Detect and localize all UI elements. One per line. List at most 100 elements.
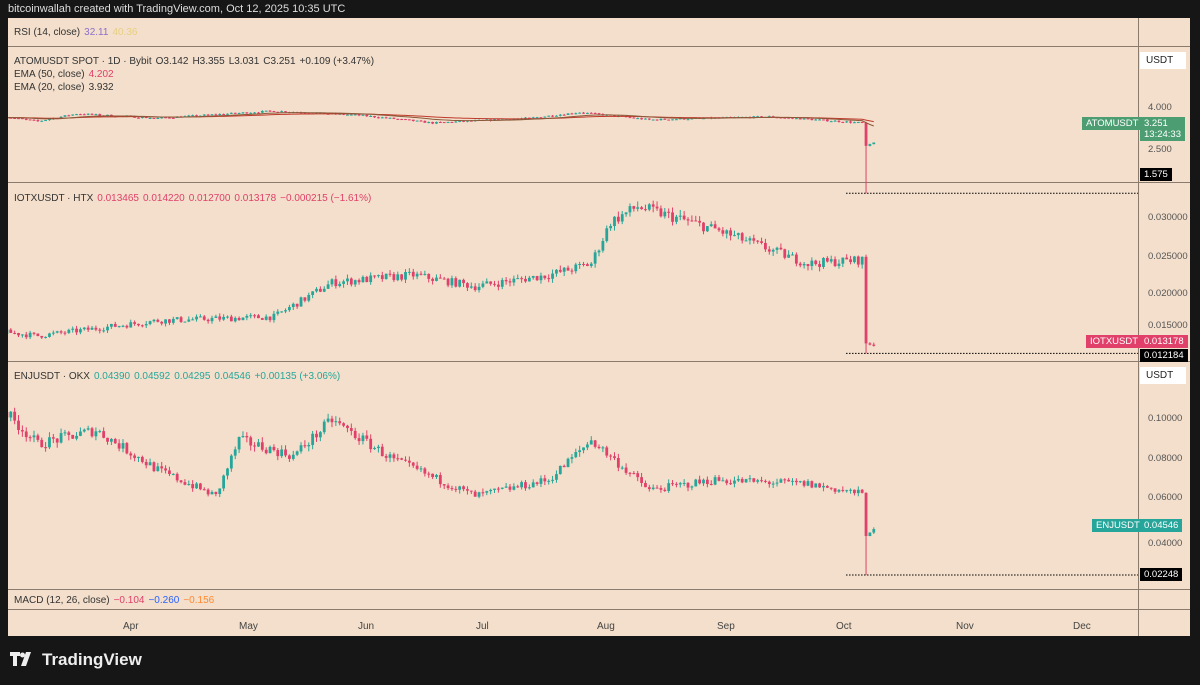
chart-credit: bitcoinwallah created with TradingView.c…	[8, 3, 346, 15]
candle-body	[504, 279, 508, 282]
candle-body	[570, 113, 574, 115]
candle-body	[678, 215, 682, 217]
candle-body	[524, 117, 527, 119]
candle-body	[377, 117, 380, 119]
candle-body	[736, 479, 740, 481]
candle-body	[644, 209, 647, 211]
candle-body	[582, 447, 585, 451]
candle-body	[574, 264, 578, 272]
atom-price: 3.251	[1144, 118, 1168, 129]
candle-body	[338, 421, 342, 424]
iotx-tick: 0.015000	[1148, 320, 1188, 331]
candle-body	[771, 483, 775, 485]
candle-body	[740, 233, 744, 241]
candle-body	[199, 483, 202, 490]
candle-body	[44, 447, 47, 449]
chart-area[interactable]: RSI (14, close) 32.11 40.36 ATOMUSDT SPOT …	[8, 18, 1190, 636]
atom-close: C3.251	[263, 56, 296, 67]
candle-body	[411, 119, 415, 122]
candle-body	[678, 483, 682, 485]
candle-body	[226, 316, 229, 318]
candle-body	[48, 333, 51, 337]
candle-body	[624, 467, 628, 473]
candle-body	[798, 118, 802, 120]
candle-body	[233, 112, 237, 114]
candle-body	[9, 329, 13, 333]
candle-body	[144, 324, 148, 326]
candle-body	[160, 466, 164, 469]
candle-body	[775, 247, 779, 250]
candle-body	[17, 118, 20, 120]
candle-body	[806, 481, 810, 486]
candle-body	[284, 449, 287, 456]
candle-body	[752, 478, 756, 482]
candle-body	[640, 118, 643, 120]
candle-body	[206, 489, 210, 495]
candle-body	[856, 489, 860, 494]
candle-body	[175, 317, 179, 319]
atom-low-tag: 1.575	[1140, 168, 1172, 181]
candle-body	[686, 119, 690, 121]
candle-body	[191, 115, 195, 117]
candle-body	[253, 445, 256, 447]
candle-body	[845, 490, 849, 492]
candle-body	[694, 479, 698, 487]
candle-body	[206, 114, 210, 116]
candle-body	[407, 460, 411, 463]
candle-body	[748, 478, 752, 480]
candle-body	[373, 115, 376, 118]
candle-body	[438, 277, 442, 279]
candle-body	[71, 114, 75, 116]
candle-body	[102, 431, 106, 438]
enj-tick: 0.08000	[1148, 453, 1183, 464]
candle-body	[67, 432, 71, 435]
candle-body	[144, 461, 148, 466]
candle-body	[713, 224, 717, 229]
candle-body	[365, 276, 369, 283]
candle-body	[137, 323, 140, 326]
candle-body	[442, 278, 446, 280]
iotx-tick: 0.020000	[1148, 288, 1188, 299]
candle-body	[555, 115, 558, 117]
enj-pane: ENJUSDT · OKX 0.04390 0.04592 0.04295 0.0454…	[8, 362, 1190, 590]
candle-body	[423, 468, 427, 474]
candle-body	[574, 452, 578, 458]
candle-body	[678, 118, 682, 120]
candle-body	[663, 211, 667, 217]
candle-body	[520, 278, 524, 280]
candle-body	[671, 212, 674, 222]
candle-body	[783, 249, 787, 258]
candle-body	[589, 440, 593, 445]
candle-body	[543, 116, 547, 118]
candle-body	[725, 230, 729, 234]
enj-currency-unit[interactable]: USDT	[1140, 367, 1186, 384]
candle-body	[868, 532, 872, 536]
candle-body	[156, 319, 160, 322]
candle-body	[810, 118, 814, 121]
candle-body	[179, 480, 183, 483]
candle-body	[140, 325, 144, 327]
candle-body	[13, 117, 17, 119]
candle-body	[616, 457, 620, 468]
candle-body	[524, 482, 527, 489]
candle-body	[82, 429, 86, 432]
candle-body	[613, 115, 616, 117]
candle-body	[489, 281, 493, 284]
candle-body	[388, 454, 392, 458]
rsi-value-2: 40.36	[112, 27, 138, 38]
candle-body	[291, 454, 295, 459]
candle-body	[481, 283, 485, 287]
candle-body	[446, 278, 450, 286]
candle-body	[63, 332, 67, 334]
candle-body	[562, 465, 566, 468]
candle-body	[86, 428, 90, 430]
atom-currency-unit[interactable]: USDT	[1140, 52, 1186, 69]
candle-body	[171, 318, 175, 323]
candle-body	[682, 118, 686, 120]
iotx-tick: 0.025000	[1148, 251, 1188, 262]
atom-tick: 2.500	[1148, 144, 1172, 155]
candle-body	[388, 117, 392, 119]
candle-body	[311, 291, 315, 295]
macd-label: MACD (12, 26, close)	[14, 595, 110, 606]
candles-plot	[8, 110, 1138, 576]
